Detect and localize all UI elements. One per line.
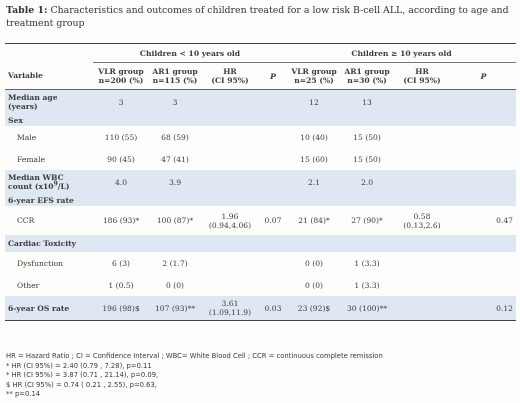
ar1-old-header: AR1 group n=30 (%) [341, 62, 394, 90]
row-label: Median age (years) [5, 89, 93, 114]
row-label: Male [5, 126, 93, 148]
table-row-median-age: Median age (years) 3 3 12 13 [5, 89, 517, 114]
table-caption: Table 1: Characteristics and outcomes of… [6, 4, 514, 30]
hr-old-header: HR (CI 95%) [393, 62, 452, 90]
group-young-header: Children < 10 years old [93, 43, 288, 63]
table-row-median-wbc: Median WBC count (x109/L) 4.0 3.9 2.1 2.0 [5, 170, 517, 194]
group-header-row: Children < 10 years old Children ≥ 10 ye… [5, 43, 517, 63]
variable-header: Variable [5, 62, 93, 90]
table-row-dysfunction: Dysfunction 6 (3) 2 (1.7) 0 (0) 1 (3.3) [5, 252, 517, 274]
footnote: * HR (CI 95%) = 2.40 (0.79 , 7.28), p=0.… [6, 361, 152, 370]
row-label: Median WBC count (x109/L) [5, 170, 93, 194]
footnote: ** p=0.14 [6, 390, 41, 399]
table-row-sex: Sex [5, 114, 517, 126]
table-caption-text: Characteristics and outcomes of children… [6, 5, 509, 29]
row-label: Dysfunction [5, 252, 93, 274]
footnote: $ HR (CI 95%) = 0.74 ( 0.21 , 2.55), p=0… [6, 380, 157, 389]
table-row-other: Other 1 (0.5) 0 (0) 0 (0) 1 (3.3) [5, 274, 517, 296]
vlr-young-header: VLR group n=200 (%) [93, 62, 149, 90]
table-row-cardiac-toxicity: Cardiac Toxicity [5, 235, 517, 252]
vlr-old-header: VLR group n=25 (%) [287, 62, 342, 90]
p-old-header: P [451, 62, 517, 90]
row-label: Other [5, 274, 93, 296]
row-label: 6-year EFS rate [5, 194, 93, 206]
table-row-male: Male 110 (55) 68 (59) 10 (40) 15 (50) [5, 126, 517, 148]
table-row-efs: 6-year EFS rate [5, 194, 517, 206]
group-old-header: Children ≥ 10 years old [287, 43, 517, 63]
p-young-header: P [259, 62, 288, 90]
row-label: CCR [5, 206, 93, 235]
row-label: Cardiac Toxicity [5, 235, 93, 252]
footnote: * HR (CI 95%) = 3.87 (0.71 , 21.14), p=0… [6, 371, 159, 380]
table-row-ccr: CCR 186 (93)* 100 (87)* 1.96 (0.94,4.06) … [5, 206, 517, 235]
ar1-young-header: AR1 group n=115 (%) [149, 62, 201, 90]
row-label: Female [5, 148, 93, 170]
footnote: HR = Hazard Ratio ; CI = Confidence Inte… [6, 352, 383, 360]
table-row-female: Female 90 (45) 47 (41) 15 (60) 15 (50) [5, 148, 517, 170]
table-footnotes: HR = Hazard Ratio ; CI = Confidence Inte… [6, 352, 514, 400]
row-label: Sex [5, 114, 93, 126]
column-header-row: Variable VLR group n=200 (%) AR1 group n=1… [5, 62, 517, 90]
results-table: Children < 10 years old Children ≥ 10 ye… [5, 43, 517, 321]
table-label: Table 1: [6, 5, 48, 16]
row-label: 6-year OS rate [5, 296, 93, 321]
table-row-os: 6-year OS rate 196 (98)$ 107 (93)** 3.61… [5, 296, 517, 321]
hr-young-header: HR (CI 95%) [201, 62, 259, 90]
